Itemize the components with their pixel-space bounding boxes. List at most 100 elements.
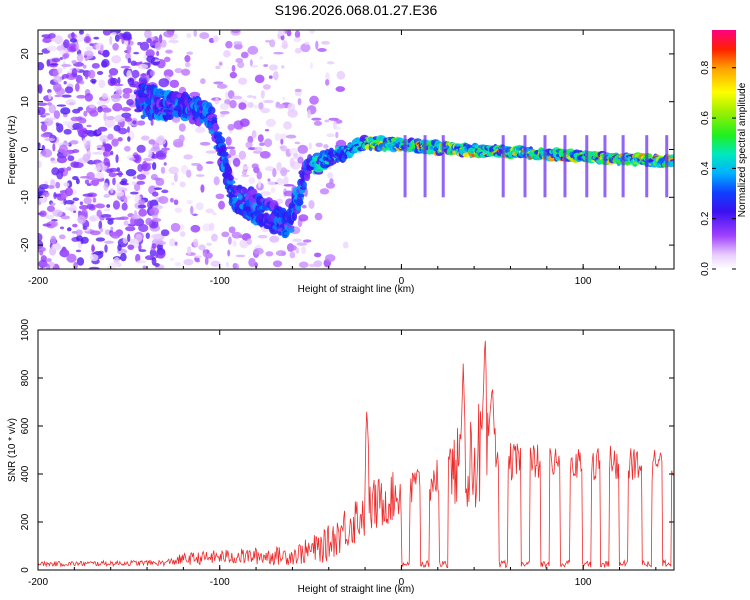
- spectrogram-cell: [127, 77, 135, 86]
- spectrogram-cell: [286, 227, 295, 233]
- spectrogram-cell: [65, 98, 77, 106]
- spectrogram-cell: [128, 157, 136, 161]
- spectrogram-cell: [38, 83, 42, 91]
- spectrogram-cell: [195, 174, 205, 177]
- spectrogram-cell: [124, 145, 131, 152]
- spectrogram-cell: [151, 217, 162, 223]
- spectrogram-cell: [93, 36, 100, 40]
- spectrogram-cell: [423, 135, 427, 198]
- spectrogram-cell: [76, 68, 80, 72]
- spectrogram-cell: [95, 172, 105, 180]
- spectrogram-cell: [233, 43, 243, 50]
- spectrogram-cell: [86, 183, 92, 186]
- spectrogram-cell: [40, 122, 48, 132]
- spectrogram-cell: [181, 68, 191, 76]
- spectrogram-cell: [141, 163, 151, 172]
- spectrogram-cell: [87, 69, 96, 79]
- spectrogram-cell: [275, 250, 287, 257]
- spectrogram-cell: [300, 43, 311, 53]
- spectrogram-cell: [42, 37, 52, 44]
- spectrogram-cell: [110, 150, 114, 156]
- spectrogram-cell: [155, 249, 166, 259]
- spectrogram-cell: [100, 44, 104, 54]
- spectrogram-cell: [269, 39, 276, 48]
- spectrogram-cell: [304, 169, 313, 175]
- spectrogram-cell: [79, 80, 85, 85]
- spectrogram-cell: [63, 53, 70, 59]
- spectrogram-cell: [267, 178, 271, 182]
- spectrogram-cell: [67, 155, 75, 162]
- spectrogram-cell: [161, 189, 169, 194]
- spectrogram-cell: [91, 244, 95, 253]
- spectrogram-cell: [501, 135, 505, 198]
- spectrogram-cell: [213, 81, 224, 85]
- spectrogram-cell: [70, 161, 80, 168]
- spectrogram-cell: [238, 77, 248, 85]
- spectrogram-cell: [280, 167, 288, 177]
- spectrogram-cell: [231, 30, 240, 34]
- spectrogram-cell: [335, 131, 339, 139]
- spectrogram-cell: [63, 182, 70, 187]
- spectrogram-cell: [295, 247, 300, 254]
- spectrogram-cell: [336, 126, 342, 130]
- snr-y-tick-label: 600: [20, 417, 31, 434]
- spectrogram-cell: [523, 135, 527, 198]
- spectrogram-cell: [250, 65, 259, 68]
- spectrogram-cell: [125, 226, 136, 232]
- spectrogram-cell: [126, 126, 130, 133]
- spectrogram-cell: [101, 93, 108, 100]
- spectrogram-cell: [38, 259, 48, 268]
- spectrogram-cell: [260, 107, 271, 114]
- spectrogram-cell: [207, 106, 216, 115]
- spectrogram-cell: [75, 43, 80, 52]
- spectrogram-cell: [119, 216, 129, 221]
- spectrogram-cell: [304, 41, 310, 45]
- spectrogram-cell: [233, 41, 243, 45]
- spectrogram-cell: [98, 126, 108, 132]
- spectrogram-cell: [280, 145, 288, 152]
- spectrogram-cell: [186, 200, 193, 205]
- spectrogram-cell: [151, 162, 157, 171]
- spectrogram-cell: [195, 259, 201, 263]
- spectrogram-cell: [174, 207, 183, 213]
- spectrogram-cell: [237, 61, 245, 69]
- spectrogram-cell: [138, 243, 142, 251]
- spectrogram-cell: [293, 37, 301, 43]
- spectrogram-cell: [90, 254, 99, 262]
- spectrogram-cell: [51, 167, 60, 176]
- spectrogram-cell: [224, 165, 233, 176]
- spectrogram-cell: [110, 231, 121, 239]
- spectrogram-cell: [302, 239, 312, 243]
- spectrogram-x-tick-label: 100: [575, 276, 592, 287]
- spectrogram-cell: [174, 261, 182, 267]
- snr-series-line: [38, 340, 674, 569]
- spectrogram-cell: [210, 233, 218, 242]
- spectrogram-x-tick-label: -200: [28, 276, 48, 287]
- spectrogram-cell: [202, 249, 208, 257]
- spectrogram-cell: [88, 104, 96, 109]
- spectrogram-cell: [403, 135, 407, 198]
- spectrogram-cell: [145, 49, 155, 58]
- spectrogram-cell: [83, 130, 94, 135]
- colorbar-tick-label: 0.8: [700, 60, 711, 74]
- spectrogram-cell: [66, 166, 72, 171]
- spectrogram-cell: [97, 106, 103, 113]
- spectrogram-cell: [206, 242, 213, 247]
- spectrogram-cell: [80, 209, 88, 218]
- spectrogram-cell: [124, 117, 132, 122]
- spectrogram-cell: [218, 200, 225, 210]
- spectrogram-cell: [198, 244, 206, 251]
- spectrogram-cell: [90, 179, 100, 186]
- spectrogram-cell: [100, 213, 112, 218]
- spectrogram-cell: [138, 208, 148, 217]
- spectrogram-cell: [219, 145, 227, 154]
- spectrogram-cell: [126, 98, 134, 106]
- spectrogram-cell: [39, 210, 47, 217]
- spectrogram-cell: [122, 92, 130, 99]
- spectrogram-cell: [280, 138, 284, 145]
- spectrogram-cell: [294, 141, 301, 145]
- spectrogram-cell: [543, 135, 547, 198]
- spectrogram-cell: [112, 42, 119, 51]
- spectrogram-cell: [603, 135, 607, 198]
- spectrogram-cell: [254, 146, 263, 152]
